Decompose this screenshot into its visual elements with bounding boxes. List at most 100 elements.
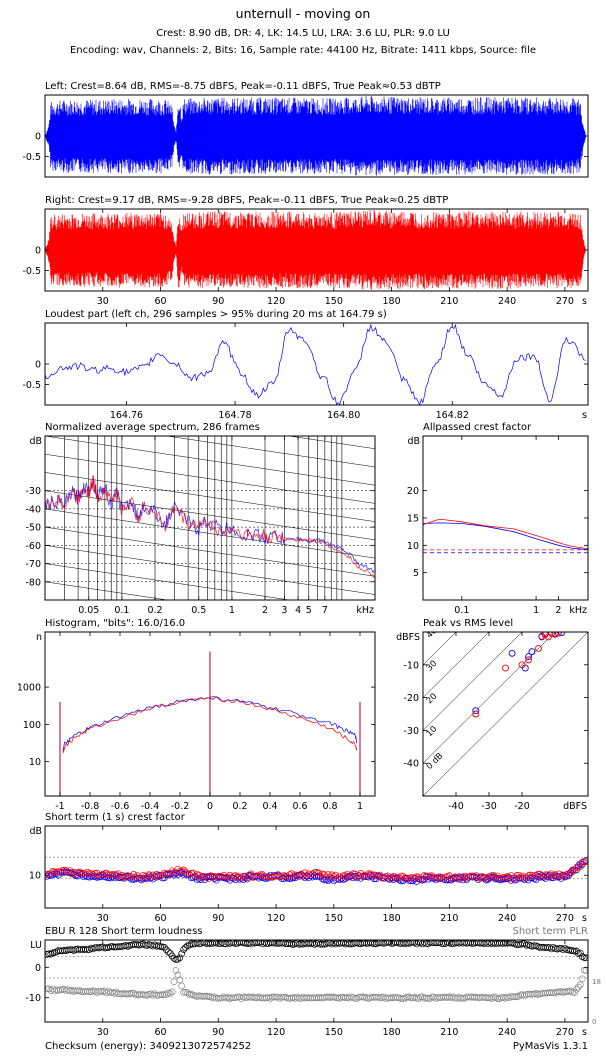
crest-point bbox=[340, 876, 347, 883]
plr-point bbox=[266, 995, 274, 1002]
allpass-series bbox=[423, 522, 588, 551]
peak-rms-point bbox=[558, 632, 566, 637]
y-tick-label: -10 bbox=[25, 993, 41, 1004]
chart-loudness: EBU R 128 Short term loudness Short term … bbox=[25, 926, 600, 1038]
plr-point bbox=[151, 990, 159, 998]
peak-rms-point bbox=[528, 648, 536, 656]
page-title: unternull - moving on bbox=[235, 6, 371, 21]
x-tick-label: 120 bbox=[267, 1027, 285, 1038]
crest-point bbox=[193, 876, 201, 883]
axes-frame bbox=[44, 94, 589, 178]
summary-line-2: Encoding: wav, Channels: 2, Bits: 16, Sa… bbox=[69, 45, 537, 56]
x-tick-label: 3 bbox=[281, 605, 287, 616]
y-tick-label: 0 bbox=[35, 963, 41, 974]
x-tick-label: 0.2 bbox=[232, 801, 247, 812]
crest-point bbox=[320, 871, 328, 878]
x-tick-label: -0.6 bbox=[111, 801, 130, 812]
axes-frame bbox=[44, 208, 589, 292]
x-axis-label: s bbox=[582, 1027, 587, 1038]
y-tick-label: -40 bbox=[25, 504, 41, 515]
y-axis-label: LU bbox=[30, 940, 42, 951]
checksum-label: Checksum (energy): 3409213072574252 bbox=[45, 1041, 252, 1052]
chart-title: Left: Crest=8.64 dB, RMS=-8.75 dBFS, Pea… bbox=[45, 81, 441, 92]
plr-point bbox=[576, 981, 584, 989]
crest-point bbox=[259, 871, 266, 879]
x-tick-label: 2 bbox=[555, 605, 561, 616]
x-tick-label: -20 bbox=[514, 801, 530, 812]
peak-rms-point bbox=[554, 632, 562, 637]
x-tick-label: -1 bbox=[55, 801, 64, 812]
crest-point bbox=[66, 867, 74, 875]
plr-point bbox=[532, 989, 540, 997]
x-tick-label: 210 bbox=[440, 1027, 458, 1038]
x-tick-label: -30 bbox=[481, 801, 497, 812]
crest-point bbox=[114, 870, 122, 878]
y-tick-label: -0.5 bbox=[22, 266, 41, 277]
x-tick-label: 90 bbox=[212, 913, 224, 924]
y-tick-label: 10 bbox=[29, 757, 41, 768]
chart-title: Loudest part (left ch, 296 samples > 95%… bbox=[45, 309, 387, 320]
crest-point bbox=[332, 871, 340, 879]
y-tick-label: -30 bbox=[25, 486, 41, 497]
x-tick-label: 120 bbox=[267, 913, 285, 924]
plot-area bbox=[45, 323, 586, 405]
summary-text: Crest: 8.90 dB, DR: 4, LK: 14.5 LU, LRA:… bbox=[156, 28, 450, 39]
plr-legend: Short term PLR bbox=[513, 926, 589, 937]
x-tick-label: 90 bbox=[212, 1027, 224, 1038]
allpass-series bbox=[423, 518, 588, 549]
crest-diagonal bbox=[423, 632, 490, 698]
plr-point bbox=[112, 988, 120, 996]
x-tick-label: 4 bbox=[295, 605, 301, 616]
x-tick-label: 164.80 bbox=[327, 410, 360, 421]
x-tick-label: 1 bbox=[229, 605, 235, 616]
crest-point bbox=[582, 858, 588, 866]
loudness-point bbox=[561, 944, 569, 952]
spectrum-series bbox=[45, 475, 375, 579]
loudness-point bbox=[176, 954, 184, 962]
y-tick-label: -60 bbox=[25, 541, 41, 552]
y-tick-label: -70 bbox=[25, 559, 41, 570]
axes-frame bbox=[44, 825, 589, 909]
x-tick-label: 120 bbox=[267, 296, 285, 307]
plr-point bbox=[170, 978, 178, 986]
x-tick-label: 5 bbox=[306, 605, 312, 616]
waveform-trace bbox=[45, 96, 587, 176]
peak-rms-point bbox=[472, 707, 480, 715]
loudness-point bbox=[180, 946, 187, 953]
chart-left: Left: Crest=8.64 dB, RMS=-8.75 dBFS, Pea… bbox=[22, 81, 589, 178]
peak-rms-point bbox=[472, 710, 480, 718]
loudness-point bbox=[247, 940, 255, 948]
x-tick-label: 90 bbox=[212, 296, 224, 307]
loudness-point bbox=[573, 947, 580, 955]
x-tick-label: 164.78 bbox=[218, 410, 251, 421]
x-tick-label: 0.2 bbox=[147, 605, 162, 616]
x-tick-label: 240 bbox=[498, 296, 516, 307]
chart-title: Allpassed crest factor bbox=[423, 422, 532, 433]
plr-point bbox=[45, 985, 53, 993]
peak-rms-point bbox=[525, 656, 533, 664]
plot-area bbox=[423, 518, 588, 554]
y-tick-label: 100 bbox=[23, 720, 41, 731]
y-tick-label: -20 bbox=[403, 693, 419, 704]
x-tick-label: -0.4 bbox=[141, 801, 160, 812]
chart-title: Normalized average spectrum, 286 frames bbox=[45, 422, 260, 433]
x-tick-label: 30 bbox=[97, 913, 109, 924]
x-tick-label: 7 bbox=[322, 605, 328, 616]
chart-histogram: Histogram, "bits": 16.0/16.0100010010-1-… bbox=[17, 618, 376, 812]
plot-area bbox=[45, 96, 587, 176]
y-tick-label: 0 bbox=[35, 246, 41, 257]
x-axis-label: s bbox=[582, 913, 587, 924]
x-tick-label: 0.4 bbox=[262, 801, 277, 812]
x-tick-label: 150 bbox=[325, 296, 343, 307]
crest-point bbox=[342, 875, 349, 882]
peak-rms-point bbox=[548, 632, 556, 637]
x-tick-label: 270 bbox=[556, 913, 574, 924]
crest-point bbox=[66, 869, 74, 877]
x-tick-label: -0.2 bbox=[171, 801, 190, 812]
plot-area bbox=[45, 436, 375, 600]
x-tick-label: 180 bbox=[383, 296, 401, 307]
loudness-point bbox=[413, 940, 420, 948]
x-axis-label: kHz bbox=[356, 605, 374, 616]
